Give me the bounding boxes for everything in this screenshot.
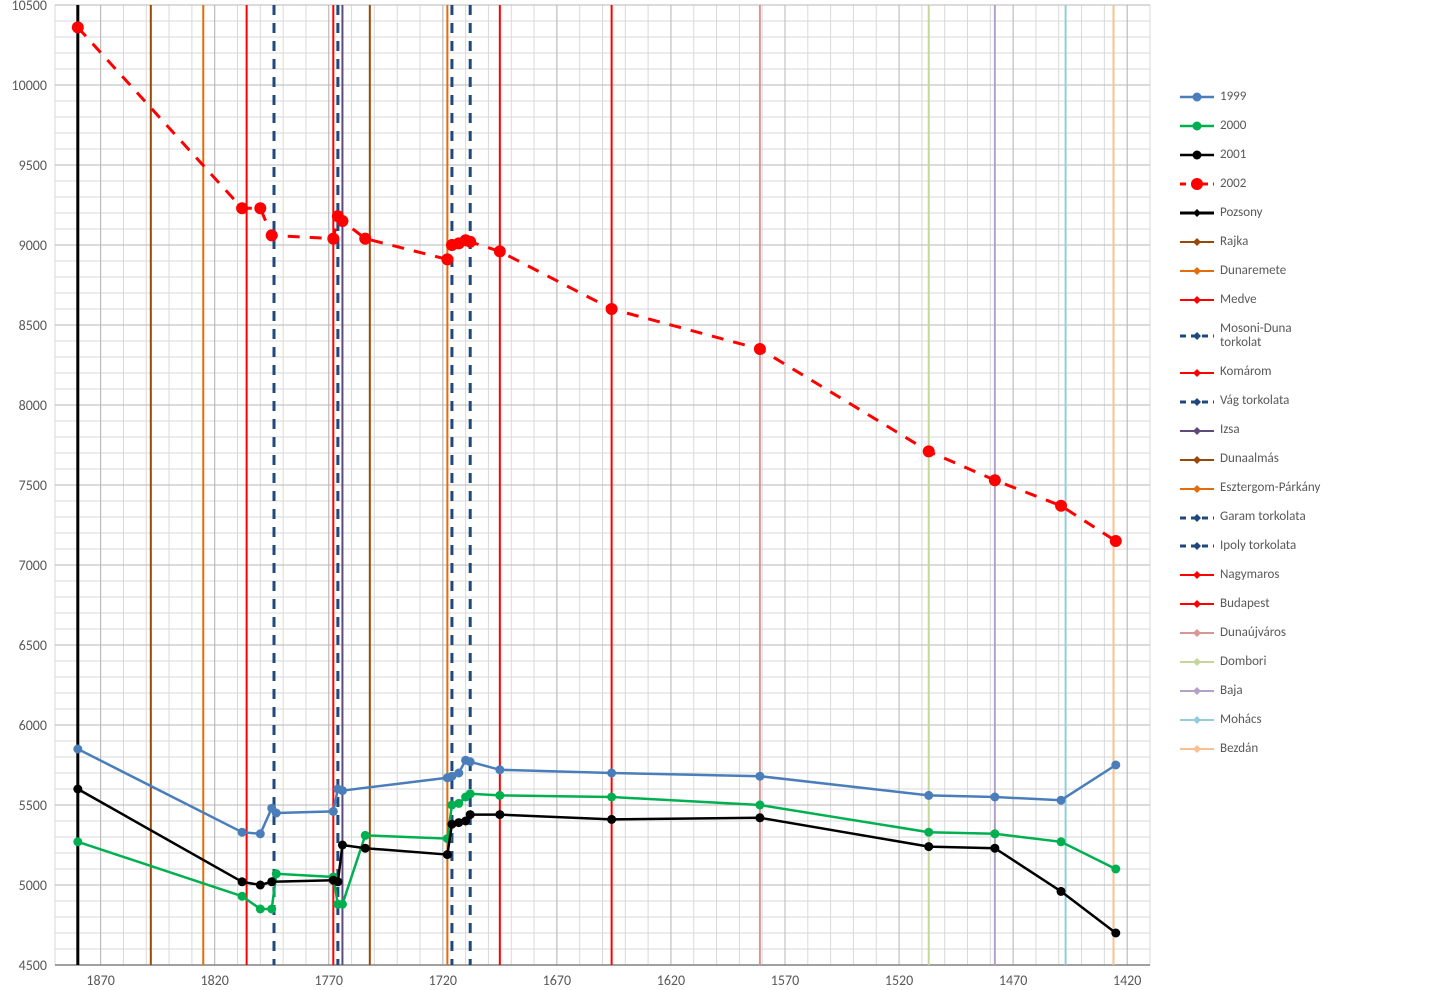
legend-entry-vPozsony: Pozsony [1180,206,1320,221]
legend-label: Komárom [1220,365,1272,380]
legend-label: Mohács [1220,713,1262,728]
legend-label: Budapest [1220,597,1270,612]
legend-swatch-icon [1180,742,1214,756]
legend-entry-vKomarom: Komárom [1180,365,1320,380]
legend-swatch-icon [1180,539,1214,553]
legend: 1999 2000 2001 2002 Pozsony Rajka Dunaremete Me… [1180,90,1320,757]
legend-swatch-icon [1180,713,1214,727]
legend-entry-vVag: Vág torkolata [1180,394,1320,409]
y-axis-labels: 4500 5000 5500 6000 6500 7000 7500 8000 8500 9000… [12,0,47,974]
legend-swatch-icon [1180,684,1214,698]
legend-label: 1999 [1220,90,1246,105]
legend-label: Mosoni-Duna torkolat [1220,322,1292,352]
legend-entry-vBaja: Baja [1180,684,1320,699]
legend-swatch-icon [1180,655,1214,669]
legend-swatch-icon [1180,119,1214,133]
legend-label: 2000 [1220,119,1246,134]
y-tick-label: 8000 [19,397,47,414]
legend-entry-vBudapest: Budapest [1180,597,1320,612]
legend-entry-vDunaremete: Dunaremete [1180,264,1320,279]
y-tick-label: 7500 [19,477,47,494]
legend-label: Esztergom-Párkány [1220,481,1320,496]
x-tick-label: 1770 [315,972,343,989]
legend-swatch-icon [1180,293,1214,307]
legend-swatch-icon [1180,453,1214,467]
legend-swatch-icon [1180,329,1214,343]
x-tick-label: 1470 [999,972,1027,989]
legend-entry-1999: 1999 [1180,90,1320,105]
legend-swatch-icon [1180,177,1214,191]
x-axis-labels: 1870 1820 1770 1720 1670 1620 1570 1520 1470 1420 [86,972,1141,989]
legend-label: 2002 [1220,177,1246,192]
legend-label: Dunaalmás [1220,452,1279,467]
y-tick-label: 9500 [19,157,47,174]
legend-entry-2001: 2001 [1180,148,1320,163]
y-tick-label: 4500 [19,957,47,974]
legend-swatch-icon [1180,264,1214,278]
legend-entry-vIzsa: Izsa [1180,423,1320,438]
legend-entry-vGaram: Garam torkolata [1180,510,1320,525]
legend-entry-vNagymaros: Nagymaros [1180,568,1320,583]
legend-label: Dunaújváros [1220,626,1286,641]
legend-entry-vMosoni: Mosoni-Duna torkolat [1180,322,1320,352]
legend-swatch-icon [1180,597,1214,611]
y-tick-label: 9000 [19,237,47,254]
y-tick-label: 8500 [19,317,47,334]
x-tick-label: 1520 [885,972,913,989]
y-tick-label: 6500 [19,637,47,654]
legend-entry-2000: 2000 [1180,119,1320,134]
legend-swatch-icon [1180,90,1214,104]
y-tick-label: 5500 [19,797,47,814]
legend-swatch-icon [1180,395,1214,409]
x-tick-label: 1620 [657,972,685,989]
legend-label: Bezdán [1220,742,1258,757]
legend-swatch-icon [1180,235,1214,249]
legend-swatch-icon [1180,568,1214,582]
legend-entry-vIpoly: Ipoly torkolata [1180,539,1320,554]
legend-label: Baja [1220,684,1243,699]
legend-swatch-icon [1180,511,1214,525]
legend-entry-2002: 2002 [1180,177,1320,192]
y-tick-label: 7000 [19,557,47,574]
legend-label: Garam torkolata [1220,510,1306,525]
legend-entry-vBezdan: Bezdán [1180,742,1320,757]
legend-entry-vDombori: Dombori [1180,655,1320,670]
legend-swatch-icon [1180,206,1214,220]
legend-label: 2001 [1220,148,1246,163]
legend-label: Izsa [1220,423,1240,438]
chart-container: 4500 5000 5500 6000 6500 7000 7500 8000 8500 9000… [0,0,1455,990]
legend-swatch-icon [1180,148,1214,162]
legend-swatch-icon [1180,366,1214,380]
x-tick-label: 1420 [1113,972,1141,989]
legend-entry-vMohacs: Mohács [1180,713,1320,728]
legend-label: Rajka [1220,235,1248,250]
y-tick-label: 10500 [12,0,47,14]
legend-label: Dunaremete [1220,264,1286,279]
y-tick-label: 5000 [19,877,47,894]
legend-entry-vDunaujvaros: Dunaújváros [1180,626,1320,641]
legend-label: Pozsony [1220,206,1263,221]
legend-swatch-icon [1180,482,1214,496]
x-tick-label: 1870 [86,972,114,989]
legend-label: Nagymaros [1220,568,1280,583]
legend-label: Vág torkolata [1220,394,1289,409]
legend-entry-vDunaalmas: Dunaalmás [1180,452,1320,467]
legend-label: Ipoly torkolata [1220,539,1296,554]
y-tick-label: 6000 [19,717,47,734]
legend-entry-vRajka: Rajka [1180,235,1320,250]
legend-swatch-icon [1180,626,1214,640]
legend-entry-vEsztergom: Esztergom-Párkány [1180,481,1320,496]
legend-entry-vMedve: Medve [1180,293,1320,308]
x-tick-label: 1820 [200,972,228,989]
legend-label: Medve [1220,293,1257,308]
legend-swatch-icon [1180,424,1214,438]
legend-label: Dombori [1220,655,1266,670]
x-tick-label: 1670 [543,972,571,989]
x-tick-label: 1720 [429,972,457,989]
x-tick-label: 1570 [771,972,799,989]
y-tick-label: 10000 [12,77,47,94]
